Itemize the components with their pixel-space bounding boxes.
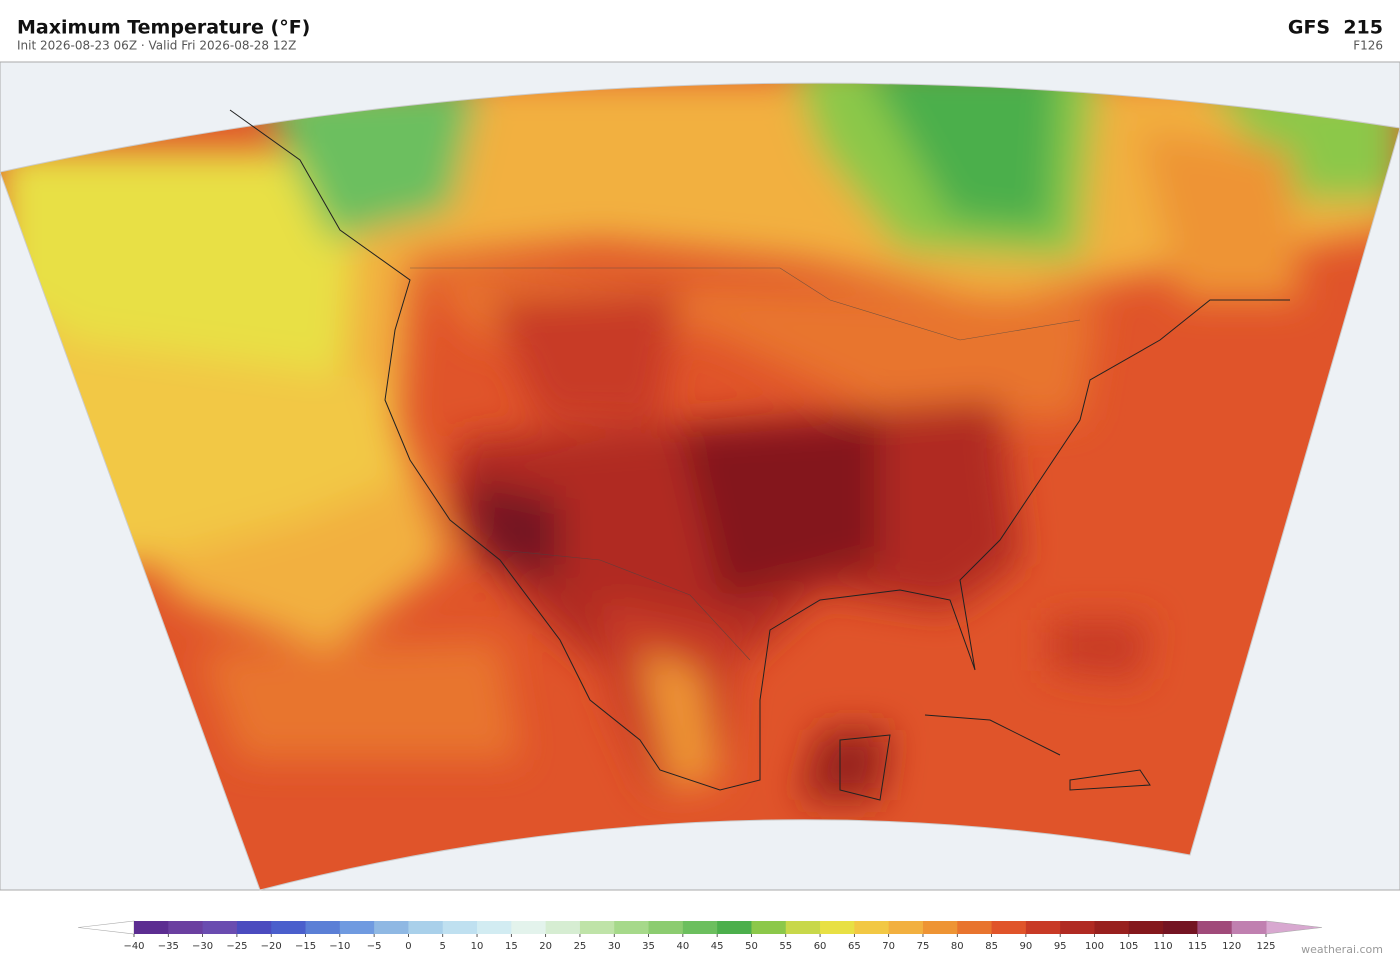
colorbar-tick-label: 25 <box>574 941 587 952</box>
colorbar-swatch <box>1025 921 1061 934</box>
colorbar-swatch <box>854 921 890 934</box>
colorbar-swatch <box>168 921 204 934</box>
colorbar-swatch <box>477 921 512 934</box>
credit: weatherai.com <box>1301 943 1383 956</box>
colorbar-swatch <box>614 921 650 934</box>
colorbar-swatch <box>785 921 821 934</box>
colorbar-swatch <box>888 921 924 934</box>
colorbar-tick-label: 120 <box>1222 941 1241 952</box>
colorbar-swatch <box>134 921 169 934</box>
colorbar-tick-label: −10 <box>329 941 350 952</box>
colorbar-tick-label: 100 <box>1085 941 1104 952</box>
colorbar-tick-label: 105 <box>1119 941 1138 952</box>
colorbar-tick-label: 50 <box>745 941 758 952</box>
colorbar-swatch <box>374 921 409 934</box>
colorbar-tick-label: 60 <box>814 941 827 952</box>
colorbar-swatch <box>648 921 684 934</box>
colorbar-tick-label: 75 <box>917 941 930 952</box>
forecast-hour: F126 <box>1353 39 1383 53</box>
colorbar-swatch <box>408 921 444 934</box>
colorbar-swatch <box>202 921 238 934</box>
colorbar-tick-label: −35 <box>158 941 179 952</box>
colorbar-tick-label: 30 <box>608 941 621 952</box>
colorbar-tick-label: 115 <box>1188 941 1207 952</box>
colorbar-tick-label: 10 <box>471 941 484 952</box>
colorbar-tick-label: −5 <box>367 941 382 952</box>
colorbar-tick-label: 35 <box>642 941 655 952</box>
colorbar-tick-label: 70 <box>882 941 895 952</box>
colorbar-tick-label: 20 <box>539 941 552 952</box>
colorbar-swatch <box>1163 921 1198 934</box>
title: Maximum Temperature (°F) <box>17 17 310 39</box>
temperature-field <box>0 83 1400 891</box>
colorbar-tick-label: 125 <box>1256 941 1275 952</box>
colorbar: −40 −35 −30 −25 −20 −15 −10 −5 0 5 10 15 20 25 30 35 40 4… <box>77 920 1323 952</box>
colorbar-tick-label: 0 <box>405 941 411 952</box>
colorbar-swatch <box>751 921 787 934</box>
model: GFS 215 <box>1288 17 1383 39</box>
subtitle: Init 2026-08-23 06Z · Valid Fri 2026-08-… <box>17 39 296 53</box>
colorbar-tick-label: 95 <box>1054 941 1067 952</box>
colorbar-swatch <box>1231 921 1267 934</box>
borders <box>410 267 1081 661</box>
colorbar-swatch <box>579 921 615 934</box>
colorbar-tick-label: 80 <box>951 941 964 952</box>
colorbar-tick-label: 40 <box>676 941 689 952</box>
colorbar-swatch <box>1060 921 1095 934</box>
colorbar-swatch <box>820 921 855 934</box>
colorbar-swatch <box>271 921 307 934</box>
colorbar-swatch <box>922 921 958 934</box>
colorbar-tick-label: 45 <box>711 941 724 952</box>
colorbar-swatch <box>339 921 375 934</box>
colorbar-swatch <box>717 921 752 934</box>
colorbar-swatch <box>545 921 581 934</box>
colorbar-tick-label: −25 <box>226 941 247 952</box>
colorbar-tick-label: 65 <box>848 941 861 952</box>
colorbar-swatch <box>957 921 993 934</box>
colorbar-swatch <box>305 921 341 934</box>
colorbar-swatch <box>236 921 272 934</box>
colorbar-tick-label: 55 <box>779 941 792 952</box>
colorbar-tick-label: −20 <box>261 941 282 952</box>
colorbar-tick-label: 110 <box>1154 941 1173 952</box>
colorbar-tick-label: 85 <box>985 941 998 952</box>
colorbar-tick-label: −30 <box>192 941 213 952</box>
colorbar-tick-label: −15 <box>295 941 316 952</box>
colorbar-swatch <box>442 921 478 934</box>
colorbar-tick-label: −40 <box>123 941 144 952</box>
colorbar-swatch <box>511 921 547 934</box>
colorbar-over <box>1265 920 1323 935</box>
colorbar-tick-label: 90 <box>1020 941 1033 952</box>
coastlines <box>229 109 1290 801</box>
colorbar-swatch <box>682 921 718 934</box>
colorbar-tick-label: 5 <box>440 941 446 952</box>
domain-outline <box>0 82 1400 891</box>
colorbar-swatch <box>1197 921 1233 934</box>
colorbar-swatch <box>1094 921 1130 934</box>
map <box>0 61 1400 891</box>
colorbar-swatch <box>991 921 1027 934</box>
colorbar-tick-label: 15 <box>505 941 518 952</box>
colorbar-under <box>77 920 135 935</box>
colorbar-swatch <box>1128 921 1164 934</box>
